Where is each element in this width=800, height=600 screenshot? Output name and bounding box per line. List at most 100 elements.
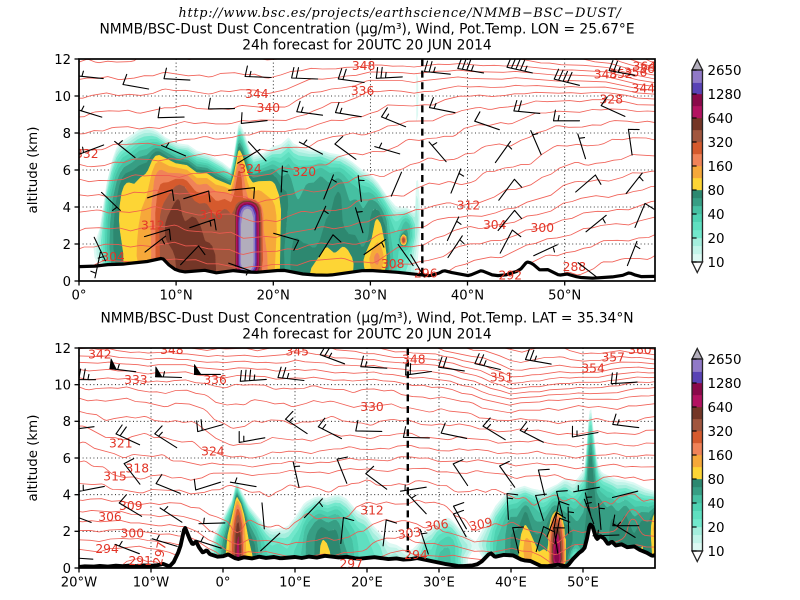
theta-label-336: 336 — [351, 84, 375, 98]
colorbar-tick-label: 80 — [708, 473, 725, 488]
theta-label-300: 300 — [121, 527, 144, 541]
y-tick-label: 6 — [63, 452, 71, 467]
theta-contour-357 — [466, 348, 655, 363]
dust-band-2650 — [240, 208, 254, 271]
colorbar-tick-label: 320 — [708, 425, 734, 440]
theta-label-304: 304 — [483, 218, 507, 232]
y-tick-label: 4 — [63, 488, 71, 503]
theta-contour-348 — [190, 348, 271, 352]
theta-contour-340 — [79, 76, 655, 118]
colorbar-tick-label: 1280 — [708, 88, 742, 103]
colorbar-band — [692, 230, 703, 239]
colorbar-band — [692, 419, 703, 432]
wind-barb-staffs — [79, 59, 655, 280]
x-tick-label: 20°N — [257, 289, 290, 304]
theta-label-296: 296 — [414, 267, 438, 281]
theta-label-360: 360 — [628, 343, 651, 357]
theta-label-318: 318 — [126, 462, 149, 476]
panel-title-line1: NMMB/BSC-Dust Dust Concentration (µg/m³)… — [100, 311, 633, 327]
theta-contour-320 — [79, 120, 655, 204]
theta-label-356: 356 — [624, 65, 648, 79]
theta-label-360: 360 — [639, 62, 662, 76]
terrain-profile-line — [79, 522, 655, 568]
colorbar-band — [692, 371, 703, 384]
theta-contour-321 — [79, 425, 655, 459]
colorbar-band — [692, 118, 703, 131]
theta-contour-342 — [79, 355, 655, 395]
theta-label-288: 288 — [563, 260, 586, 274]
theta-contour-332 — [79, 91, 655, 151]
y-tick-label: 2 — [63, 238, 71, 253]
theta-label-324: 324 — [238, 162, 262, 176]
theta-label-330: 330 — [360, 400, 383, 414]
colorbar-band — [692, 245, 703, 255]
colorbar-over-arrow — [690, 58, 704, 71]
colorbar-band — [692, 519, 703, 528]
theta-label-291: 291 — [128, 554, 151, 568]
colorbar-tick-labels: 10 20 40 80 160 320 640 1280 2650 — [708, 353, 742, 560]
x-tick-label: 40°E — [495, 576, 527, 591]
colorbar-band — [692, 455, 703, 468]
theta-label-315: 315 — [103, 470, 126, 484]
colorbar-tick-label: 80 — [708, 184, 725, 199]
colorbar-band — [692, 359, 703, 372]
theta-contour-309 — [79, 498, 655, 545]
theta-label-297: 297 — [339, 557, 362, 571]
colorbar-band — [692, 395, 703, 408]
theta-label-316: 316 — [199, 208, 223, 222]
theta-label-357: 357 — [601, 351, 624, 365]
y-tick-label: 8 — [63, 127, 71, 142]
theta-label-306: 306 — [424, 517, 449, 534]
dust-band-63.5 — [113, 146, 408, 281]
colorbar-band — [692, 254, 703, 263]
colorbar-band — [692, 534, 703, 544]
theta-label-345: 345 — [285, 345, 308, 359]
colorbar-band — [692, 166, 703, 179]
colorbar-band — [692, 238, 703, 247]
colorbar-tick-label: 10 — [708, 545, 725, 560]
colorbar-band — [692, 467, 703, 480]
theta-label-348: 348 — [352, 59, 375, 73]
y-tick-label: 10 — [54, 378, 71, 393]
colorbar-under-arrow — [690, 261, 704, 274]
theta-contour-345 — [90, 348, 655, 390]
theta-label-333: 333 — [124, 373, 147, 387]
colorbar-tick-labels: 10 20 40 80 160 320 640 1280 2650 — [708, 64, 742, 271]
y-tick-label: 2 — [63, 525, 71, 540]
colorbar-1: 10 20 40 80 160 320 640 1280 2650 — [690, 58, 742, 274]
theta-label-297: 297 — [151, 540, 170, 566]
theta-contour-315 — [79, 460, 655, 484]
colorbar-tick-label: 2650 — [708, 353, 742, 368]
x-tick-label: 20°E — [351, 576, 383, 591]
colorbar-band — [692, 154, 703, 167]
panel-title-line1: NMMB/BSC-Dust Dust Concentration (µg/m³)… — [99, 22, 634, 38]
axis-tick-labels: 0 2 4 6 8 10 12 0° 10°N 20°N 30°N 40°N 50°N — [54, 53, 581, 304]
y-tick-label: 12 — [54, 53, 71, 68]
theta-contour-324 — [79, 410, 655, 448]
theta-contour-308 — [79, 170, 655, 255]
y-axis-label: altitude (km) — [26, 415, 41, 502]
y-tick-label: 4 — [63, 201, 71, 216]
theta-label-348: 348 — [402, 352, 425, 366]
colorbar-under-arrow — [690, 550, 704, 563]
dust-concentration-bands — [93, 73, 421, 281]
y-tick-label: 10 — [54, 90, 71, 105]
panel-title-line2: 24h forecast for 20UTC 20 JUN 2014 — [242, 327, 491, 343]
theta-label-352: 352 — [609, 67, 632, 81]
theta-contour-333 — [79, 377, 655, 413]
colorbar-band — [692, 503, 703, 512]
theta-label-344: 344 — [632, 82, 656, 96]
theta-contour-356 — [582, 59, 655, 76]
theta-contour-344 — [79, 69, 655, 99]
theta-contour-354 — [437, 348, 655, 371]
x-tick-label: 50°E — [567, 576, 599, 591]
theta-contour-312 — [79, 154, 655, 239]
colorbar-over-arrow — [690, 347, 704, 360]
colorbar-band — [692, 82, 703, 95]
x-tick-label: 50°N — [548, 289, 581, 304]
wind-barb-pennants — [109, 358, 202, 378]
theta-label-312: 312 — [360, 504, 383, 518]
panel-2-plot-area: 342 348 3453483363333303213243183153093063… — [79, 343, 655, 571]
